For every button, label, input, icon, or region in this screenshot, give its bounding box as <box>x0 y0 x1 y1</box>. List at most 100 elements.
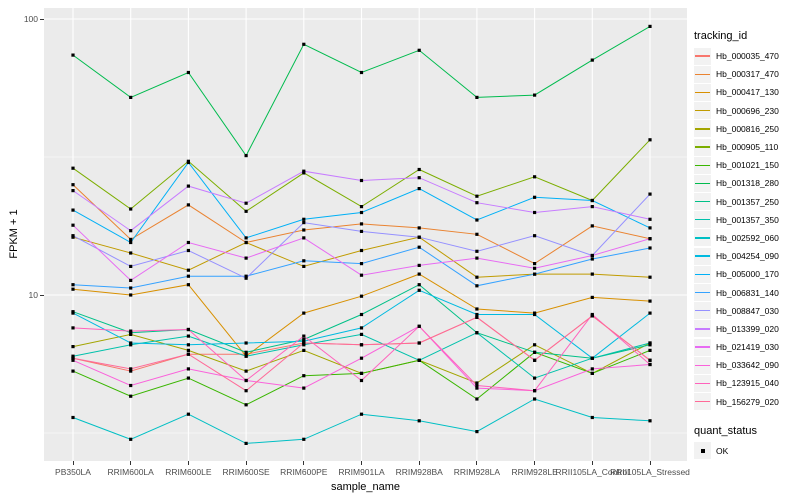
legend-item[interactable]: Hb_000816_250 <box>694 120 800 138</box>
legend-key <box>694 138 711 156</box>
data-point <box>129 369 133 373</box>
data-point <box>302 334 306 338</box>
legend-item[interactable]: Hb_006831_140 <box>694 283 800 302</box>
data-point <box>417 245 421 249</box>
legend-key <box>694 284 711 302</box>
data-point <box>71 166 75 170</box>
data-point <box>359 356 364 360</box>
legend-item[interactable]: Hb_001357_250 <box>694 193 800 211</box>
legend-item-label: Hb_013399_020 <box>716 323 779 334</box>
legend-item[interactable]: Hb_013399_020 <box>694 320 800 338</box>
legend-item[interactable]: Hb_123915_040 <box>694 374 800 392</box>
data-point <box>533 266 537 270</box>
legend-title-quant-status: quant_status <box>694 424 757 437</box>
legend-item[interactable]: Hb_000905_110 <box>694 138 800 156</box>
legend-item-label: Hb_000317_470 <box>716 69 779 80</box>
data-point <box>71 287 75 291</box>
legend-item-label: Hb_033642_090 <box>716 360 779 371</box>
data-point <box>417 226 421 230</box>
data-point <box>475 381 479 385</box>
data-point <box>244 256 248 260</box>
data-point <box>590 224 594 228</box>
legend-item[interactable]: Hb_004254_090 <box>694 247 800 265</box>
data-point <box>359 332 364 336</box>
data-point <box>475 218 479 222</box>
legend-item[interactable]: Hb_005000_170 <box>694 265 800 283</box>
legend-item-label: OK <box>716 445 729 456</box>
data-point <box>302 341 306 345</box>
data-point <box>475 201 479 205</box>
legend-panel: tracking_id Hb_000035_470 Hb_000317_470 Hb… <box>694 30 800 460</box>
legend-key-line-swatch <box>695 273 710 276</box>
data-point <box>475 331 479 335</box>
data-point <box>475 307 479 311</box>
legend-item-label: Hb_004254_090 <box>716 251 779 262</box>
data-point <box>359 70 364 75</box>
legend-item[interactable]: Hb_000417_130 <box>694 83 800 101</box>
data-point <box>590 371 594 375</box>
x-tick-mark <box>649 461 651 465</box>
data-point <box>648 358 652 362</box>
data-point <box>359 262 364 266</box>
data-point <box>648 362 652 367</box>
data-point <box>359 273 364 277</box>
y-tick-label: 100 <box>23 13 38 24</box>
data-point <box>533 262 537 266</box>
data-point <box>186 248 190 253</box>
legend-item[interactable]: Hb_000035_470 <box>694 47 800 65</box>
data-point <box>417 272 421 276</box>
legend-item[interactable]: OK <box>694 442 800 460</box>
data-point <box>533 397 537 401</box>
legend-key-line-swatch <box>695 109 710 112</box>
data-point <box>648 311 652 315</box>
data-point <box>244 389 248 393</box>
data-point <box>359 205 364 209</box>
legend-key-line-swatch <box>695 291 710 294</box>
data-point <box>302 374 306 378</box>
legend-item[interactable]: Hb_008847_030 <box>694 302 800 320</box>
data-point <box>302 386 306 390</box>
legend-key-line-swatch <box>695 164 710 166</box>
data-point <box>359 210 364 215</box>
data-point <box>129 343 133 347</box>
data-point <box>359 312 364 317</box>
data-point <box>475 275 479 279</box>
x-tick-mark <box>534 461 536 465</box>
data-point <box>590 198 594 203</box>
legend-item-label: Hb_000816_250 <box>716 123 779 134</box>
data-point <box>71 354 75 358</box>
legend-item[interactable]: Hb_001357_350 <box>694 211 800 229</box>
legend-item[interactable]: Hb_021419_030 <box>694 338 800 356</box>
data-point <box>71 369 75 373</box>
x-tick-mark <box>418 461 420 465</box>
x-tick-mark <box>245 461 247 465</box>
data-point <box>129 229 133 233</box>
data-point <box>648 299 652 303</box>
data-point <box>648 246 652 250</box>
legend-item[interactable]: Hb_033642_090 <box>694 356 800 374</box>
data-point <box>302 337 306 342</box>
legend-item[interactable]: Hb_156279_020 <box>694 393 800 411</box>
legend-item-label: Hb_006831_140 <box>716 287 779 298</box>
data-point <box>590 58 594 62</box>
data-point <box>590 295 594 299</box>
legend-key-line-swatch <box>695 364 710 366</box>
data-point <box>533 93 537 97</box>
data-point <box>186 412 190 416</box>
legend-item[interactable]: Hb_001318_280 <box>694 174 800 192</box>
data-point <box>533 272 537 276</box>
data-point <box>359 343 364 347</box>
data-point <box>129 95 133 99</box>
data-point <box>71 326 75 330</box>
data-point <box>71 345 75 349</box>
legend-item[interactable]: Hb_001021_150 <box>694 156 800 174</box>
x-tick-mark <box>72 461 74 465</box>
legend-item-label: Hb_021419_030 <box>716 342 779 353</box>
data-point <box>648 237 652 241</box>
legend-item[interactable]: Hb_002592_060 <box>694 229 800 247</box>
data-point <box>71 189 75 193</box>
data-point <box>129 240 133 245</box>
data-point <box>244 354 248 358</box>
legend-item[interactable]: Hb_000317_470 <box>694 65 800 83</box>
legend-item[interactable]: Hb_000696_230 <box>694 102 800 120</box>
